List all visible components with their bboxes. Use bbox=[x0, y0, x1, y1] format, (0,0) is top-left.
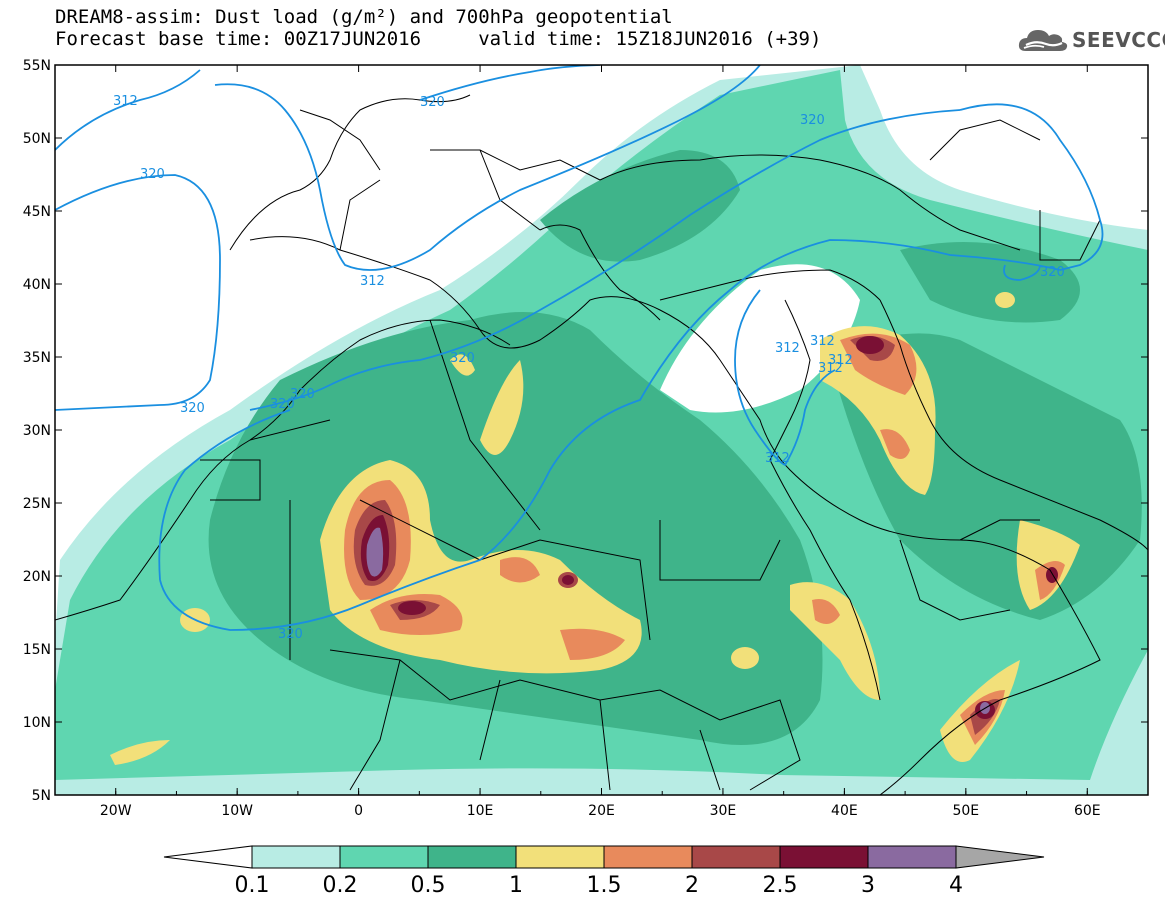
coastlines bbox=[55, 94, 1148, 795]
cloud-icon bbox=[1018, 30, 1068, 51]
contour-label: 320 bbox=[420, 95, 445, 110]
lon-label: 0 bbox=[354, 803, 363, 819]
colorbar-swatch bbox=[779, 845, 869, 869]
contour-label: 320 bbox=[1040, 265, 1065, 280]
lat-labels: 55N 50N 45N 40N 35N 30N 25N 20N 15N 10N 5N bbox=[23, 58, 51, 804]
colorbar-swatch bbox=[603, 845, 693, 869]
lon-label: 10W bbox=[221, 803, 253, 819]
lon-label: 20E bbox=[588, 803, 615, 819]
lon-labels: 20W 10W 0 10E 20E 30E 40E 50E 60E bbox=[100, 803, 1101, 819]
contour-label: 320 bbox=[140, 167, 165, 182]
colorbar-label: 4 bbox=[949, 873, 963, 898]
contour-label: 312 bbox=[810, 334, 835, 349]
lon-label: 60E bbox=[1074, 803, 1101, 819]
lat-label: 55N bbox=[23, 58, 51, 74]
geopotential-contours bbox=[55, 65, 1104, 631]
contour-label: 312 bbox=[113, 94, 138, 109]
lat-label: 10N bbox=[23, 715, 51, 731]
lat-label: 15N bbox=[23, 642, 51, 658]
colorbar-max-arrow bbox=[955, 845, 1045, 869]
contour-label: 320 bbox=[290, 387, 315, 402]
lat-label: 20N bbox=[23, 569, 51, 585]
colorbar: 0.1 0.2 0.5 1 1.5 2 2.5 3 4 bbox=[163, 845, 1045, 898]
colorbar-swatch bbox=[339, 845, 429, 869]
colorbar-swatch bbox=[251, 845, 341, 869]
colorbar-swatch bbox=[691, 845, 781, 869]
lat-label: 50N bbox=[23, 131, 51, 147]
contour-label: 312 bbox=[828, 353, 853, 368]
lon-label: 10E bbox=[467, 803, 494, 819]
contour-label: 320 bbox=[270, 397, 295, 412]
colorbar-min-arrow bbox=[163, 845, 253, 869]
colorbar-swatch bbox=[515, 845, 605, 869]
colorbar-label: 1 bbox=[509, 873, 523, 898]
contour-label: 312 bbox=[775, 341, 800, 356]
map-subtitle: Forecast base time: 00Z17JUN2016 valid t… bbox=[55, 28, 822, 50]
dust-level-3 bbox=[366, 527, 384, 577]
lat-label: 25N bbox=[23, 496, 51, 512]
lat-label: 30N bbox=[23, 423, 51, 439]
lon-label: 20W bbox=[100, 803, 132, 819]
colorbar-label: 0.5 bbox=[411, 873, 446, 898]
axis-ticks bbox=[54, 64, 1149, 796]
contour-label: 312 bbox=[818, 361, 843, 376]
colorbar-label: 2.5 bbox=[763, 873, 798, 898]
colorbar-label: 3 bbox=[861, 873, 875, 898]
colorbar-label: 0.2 bbox=[323, 873, 358, 898]
contour-label: 320 bbox=[180, 401, 205, 416]
lon-label: 50E bbox=[952, 803, 979, 819]
logo-text: SEEVCCC bbox=[1072, 28, 1165, 52]
colorbar-swatch bbox=[427, 845, 517, 869]
seevccc-logo: SEEVCCC bbox=[1018, 26, 1165, 54]
contour-label: 320 bbox=[450, 351, 475, 366]
colorbar-label: 2 bbox=[685, 873, 699, 898]
colorbar-swatch bbox=[867, 845, 957, 869]
map-title: DREAM8-assim: Dust load (g/m²) and 700hP… bbox=[55, 6, 673, 28]
contour-label: 312 bbox=[765, 451, 790, 466]
contour-label: 312 bbox=[360, 274, 385, 289]
lat-label: 35N bbox=[23, 350, 51, 366]
lat-label: 5N bbox=[32, 788, 51, 804]
contour-label: 320 bbox=[278, 627, 303, 642]
colorbar-label: 1.5 bbox=[587, 873, 622, 898]
colorbar-label: 0.1 bbox=[235, 873, 270, 898]
contour-label: 320 bbox=[800, 113, 825, 128]
lat-label: 40N bbox=[23, 277, 51, 293]
lon-label: 30E bbox=[710, 803, 737, 819]
lat-label: 45N bbox=[23, 204, 51, 220]
lon-label: 40E bbox=[831, 803, 858, 819]
contour-labels: 312 320 320 312 320 320 320 312 320 320 … bbox=[113, 94, 1065, 642]
dust-field: 312 320 320 312 320 320 320 312 320 320 … bbox=[55, 65, 1148, 795]
